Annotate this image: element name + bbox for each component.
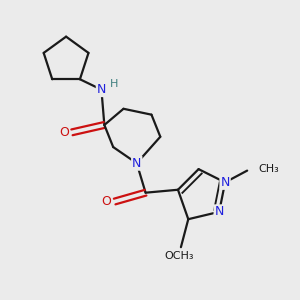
Text: CH₃: CH₃ — [258, 164, 279, 174]
Text: O: O — [101, 195, 111, 208]
Text: N: N — [97, 83, 106, 96]
Text: H: H — [110, 79, 118, 89]
Text: N: N — [214, 205, 224, 218]
Text: N: N — [220, 176, 230, 189]
Text: O: O — [59, 126, 69, 139]
Text: N: N — [132, 157, 141, 170]
Text: OCH₃: OCH₃ — [165, 251, 194, 261]
